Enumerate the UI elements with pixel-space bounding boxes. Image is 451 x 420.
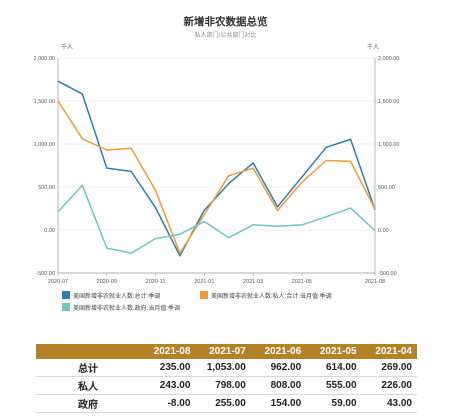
table-cell: 235.00 [140, 359, 196, 377]
table-header-cell: 2021-08 [140, 344, 196, 359]
legend: 美国新增非农就业人数:总计:季调 美国新增非农就业人数:私人:合计:当月值:季调美… [62, 291, 332, 312]
table-row: 政府 -8.00 255.00 154.00 59.00 43.00 [36, 394, 417, 413]
legend-label: 美国新增非农就业人数:总计:季调 [73, 292, 160, 300]
x-tick-label: 2021-01 [194, 279, 214, 285]
x-ticks: 2020-07 2020-09 2020-11 2021-01 2021-03 2021-… [48, 273, 385, 285]
table-cell: 555.00 [306, 376, 362, 395]
x-tick-label: 2020-09 [97, 279, 117, 285]
series-line-2 [57, 100, 376, 254]
y-tick-label-right: 2,000.00 [378, 56, 399, 62]
y-tick-label-left: 0.00 [44, 228, 55, 234]
table-cell: 43.00 [361, 394, 417, 413]
data-table: 2021-08 2021-07 2021-06 2021-05 2021-04 … [36, 344, 417, 413]
legend-label: 美国新增非农就业人数:私人:合计:当月值:季调 [211, 292, 332, 300]
table-row-label: 总计 [36, 359, 140, 377]
table-cell: 269.00 [361, 359, 417, 377]
right-y-ticks: 2,000.00 1,500.00 1,000.00 500.00 0.00 -500.0… [378, 56, 399, 277]
table-header-cell: 2021-06 [250, 344, 307, 359]
table-cell: 154.00 [250, 394, 307, 413]
table-cell: 255.00 [195, 394, 251, 413]
series-line-3 [57, 184, 376, 254]
table-cell: 614.00 [306, 359, 362, 377]
legend-label: 美国新增非农就业人数:政府:当月值:季调 [73, 304, 180, 312]
table-header-row: 2021-08 2021-07 2021-06 2021-05 2021-04 [36, 344, 417, 359]
table-cell: 1,053.00 [195, 359, 251, 377]
table-cell: 226.00 [361, 376, 417, 395]
y-tick-label-right: 1,500.00 [378, 99, 399, 105]
table-cell: 808.00 [250, 376, 307, 395]
line-chart: 千人 千人 2,000.00 1,500.00 1,000.00 500.00 0.00… [34, 43, 400, 312]
left-axis-unit: 千人 [61, 43, 73, 51]
table-cell: -8.00 [140, 394, 196, 413]
table-cell: 243.00 [140, 376, 196, 395]
table-corner [36, 344, 140, 359]
grid-layer [57, 57, 376, 274]
legend-swatch [62, 303, 70, 311]
y-tick-label-right: 1,000.00 [378, 142, 399, 148]
y-tick-label-left: 1,500.00 [34, 99, 55, 105]
y-tick-label-left: -500.00 [36, 271, 55, 277]
table-cell: 59.00 [306, 394, 362, 413]
chart-subtitle: 私人部门/公共部门对比 [194, 33, 257, 39]
y-tick-label-left: 2,000.00 [34, 56, 55, 62]
table-row-label: 私人 [36, 376, 140, 395]
right-axis-unit: 千人 [367, 43, 379, 51]
table-header-cell: 2021-04 [361, 344, 417, 359]
table-header-cell: 2021-05 [306, 344, 362, 359]
y-tick-label-left: 1,000.00 [34, 142, 55, 148]
y-tick-label-left: 500.00 [38, 185, 55, 191]
x-tick-label: 2021-03 [243, 279, 263, 285]
table-row: 私人 243.00 798.00 808.00 555.00 226.00 [36, 376, 417, 395]
y-tick-label-right: -500.00 [378, 271, 397, 277]
series-layer [57, 80, 376, 257]
legend-swatch [62, 291, 70, 299]
legend-swatch [200, 291, 208, 299]
series-line-1 [57, 80, 376, 257]
x-tick-label: 2020-07 [48, 279, 68, 285]
table-header-cell: 2021-07 [195, 344, 251, 359]
y-tick-label-right: 0.00 [378, 228, 389, 234]
left-y-ticks: 2,000.00 1,500.00 1,000.00 500.00 0.00 -500.0… [34, 56, 55, 277]
x-tick-label: 2021-08 [365, 279, 385, 285]
x-tick-label: 2020-11 [146, 279, 166, 285]
chart-title: 新增非农数据总览 [183, 16, 268, 28]
table-row: 总计 235.00 1,053.00 962.00 614.00 269.00 [36, 359, 417, 377]
x-tick-label: 2021-05 [292, 279, 312, 285]
y-tick-label-right: 500.00 [378, 185, 395, 191]
table-row-label: 政府 [36, 394, 140, 413]
table-cell: 962.00 [250, 359, 307, 377]
table-cell: 798.00 [195, 376, 251, 395]
